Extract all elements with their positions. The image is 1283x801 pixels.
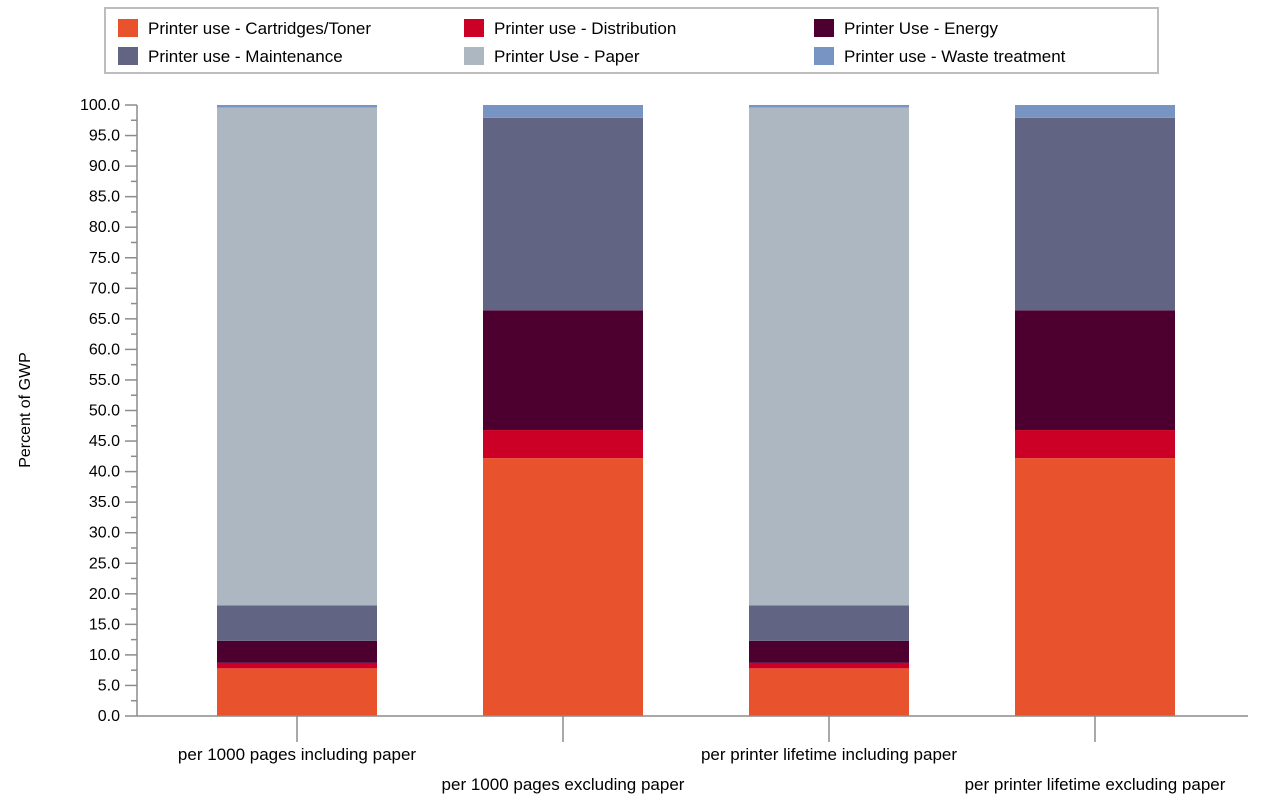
y-tick-label: 25.0	[89, 555, 120, 572]
y-tick-label: 75.0	[89, 250, 120, 267]
y-axis: 0.0 5.0 10.0 15.0 20.0 25.0 30.0 35.0 40.0 45.0 50…	[80, 97, 138, 725]
legend-label: Printer use - Maintenance	[148, 47, 343, 66]
bar-segment-5	[749, 107, 909, 606]
legend-swatch	[118, 19, 138, 37]
y-tick-label: 5.0	[98, 677, 120, 694]
legend-label: Printer Use - Energy	[844, 19, 998, 38]
legend-item-6: Printer use - Waste treatment	[814, 47, 1066, 66]
legend-item-3: Printer Use - Energy	[814, 19, 998, 38]
bar-segment-1	[1015, 458, 1175, 716]
bar-segment-2	[483, 430, 643, 459]
legend-label: Printer Use - Paper	[494, 47, 640, 66]
x-category-label: per 1000 pages excluding paper	[442, 775, 685, 794]
y-tick-label: 10.0	[89, 647, 120, 664]
y-tick-label: 35.0	[89, 494, 120, 511]
bar-segment-4	[749, 605, 909, 641]
bar-segment-3	[1015, 310, 1175, 431]
y-tick-label: 60.0	[89, 341, 120, 358]
legend-item-1: Printer use - Cartridges/Toner	[118, 19, 371, 38]
bar-segment-2	[217, 662, 377, 669]
legend-label: Printer use - Cartridges/Toner	[148, 19, 371, 38]
y-tick-label: 95.0	[89, 128, 120, 145]
bar-stack-4	[1015, 105, 1175, 716]
y-tick-label: 0.0	[98, 708, 120, 725]
y-tick-label: 40.0	[89, 464, 120, 481]
y-tick-label: 65.0	[89, 311, 120, 328]
legend-item-4: Printer use - Maintenance	[118, 47, 343, 66]
bar-segment-6	[217, 105, 377, 108]
legend-label: Printer use - Waste treatment	[844, 47, 1066, 66]
y-axis-title: Percent of GWP	[17, 352, 34, 468]
y-tick-label: 20.0	[89, 586, 120, 603]
bar-segment-6	[483, 105, 643, 118]
y-tick-label: 90.0	[89, 158, 120, 175]
bar-segment-4	[483, 117, 643, 311]
y-tick-label: 55.0	[89, 372, 120, 389]
y-tick-label: 15.0	[89, 616, 120, 633]
x-axis: per 1000 pages including paper per 1000 p…	[137, 715, 1248, 794]
bar-segment-3	[217, 640, 377, 663]
y-tick-label: 100.0	[80, 97, 120, 114]
bar-segment-6	[1015, 105, 1175, 118]
bar-stack-1	[217, 105, 377, 716]
bar-segment-1	[749, 668, 909, 716]
y-tick-label: 80.0	[89, 219, 120, 236]
legend-label: Printer use - Distribution	[494, 19, 676, 38]
bar-segment-3	[749, 640, 909, 663]
legend-swatch	[464, 19, 484, 37]
y-tick-label: 70.0	[89, 280, 120, 297]
legend-box	[104, 7, 1159, 74]
bar-segment-1	[217, 668, 377, 716]
bar-segment-2	[749, 662, 909, 669]
legend-swatch	[464, 47, 484, 65]
bar-segment-4	[1015, 117, 1175, 311]
bar-segment-2	[1015, 430, 1175, 459]
bar-segment-6	[749, 105, 909, 108]
legend	[104, 7, 1159, 74]
x-category-label: per 1000 pages including paper	[178, 745, 417, 764]
y-tick-label: 50.0	[89, 403, 120, 420]
legend-swatch	[814, 19, 834, 37]
y-tick-label: 85.0	[89, 189, 120, 206]
bar-segment-5	[217, 107, 377, 606]
bar-segment-1	[483, 458, 643, 716]
legend-swatch	[118, 47, 138, 65]
bar-stack-3	[749, 105, 909, 716]
bars	[217, 105, 1175, 716]
y-tick-label: 45.0	[89, 433, 120, 450]
bar-stack-2	[483, 105, 643, 716]
y-tick-label: 30.0	[89, 525, 120, 542]
legend-item-2: Printer use - Distribution	[464, 19, 676, 38]
legend-item-5: Printer Use - Paper	[464, 47, 640, 66]
legend-swatch	[814, 47, 834, 65]
bar-segment-3	[483, 310, 643, 431]
x-category-label: per printer lifetime including paper	[701, 745, 957, 764]
bar-segment-4	[217, 605, 377, 641]
x-category-label: per printer lifetime excluding paper	[965, 775, 1226, 794]
